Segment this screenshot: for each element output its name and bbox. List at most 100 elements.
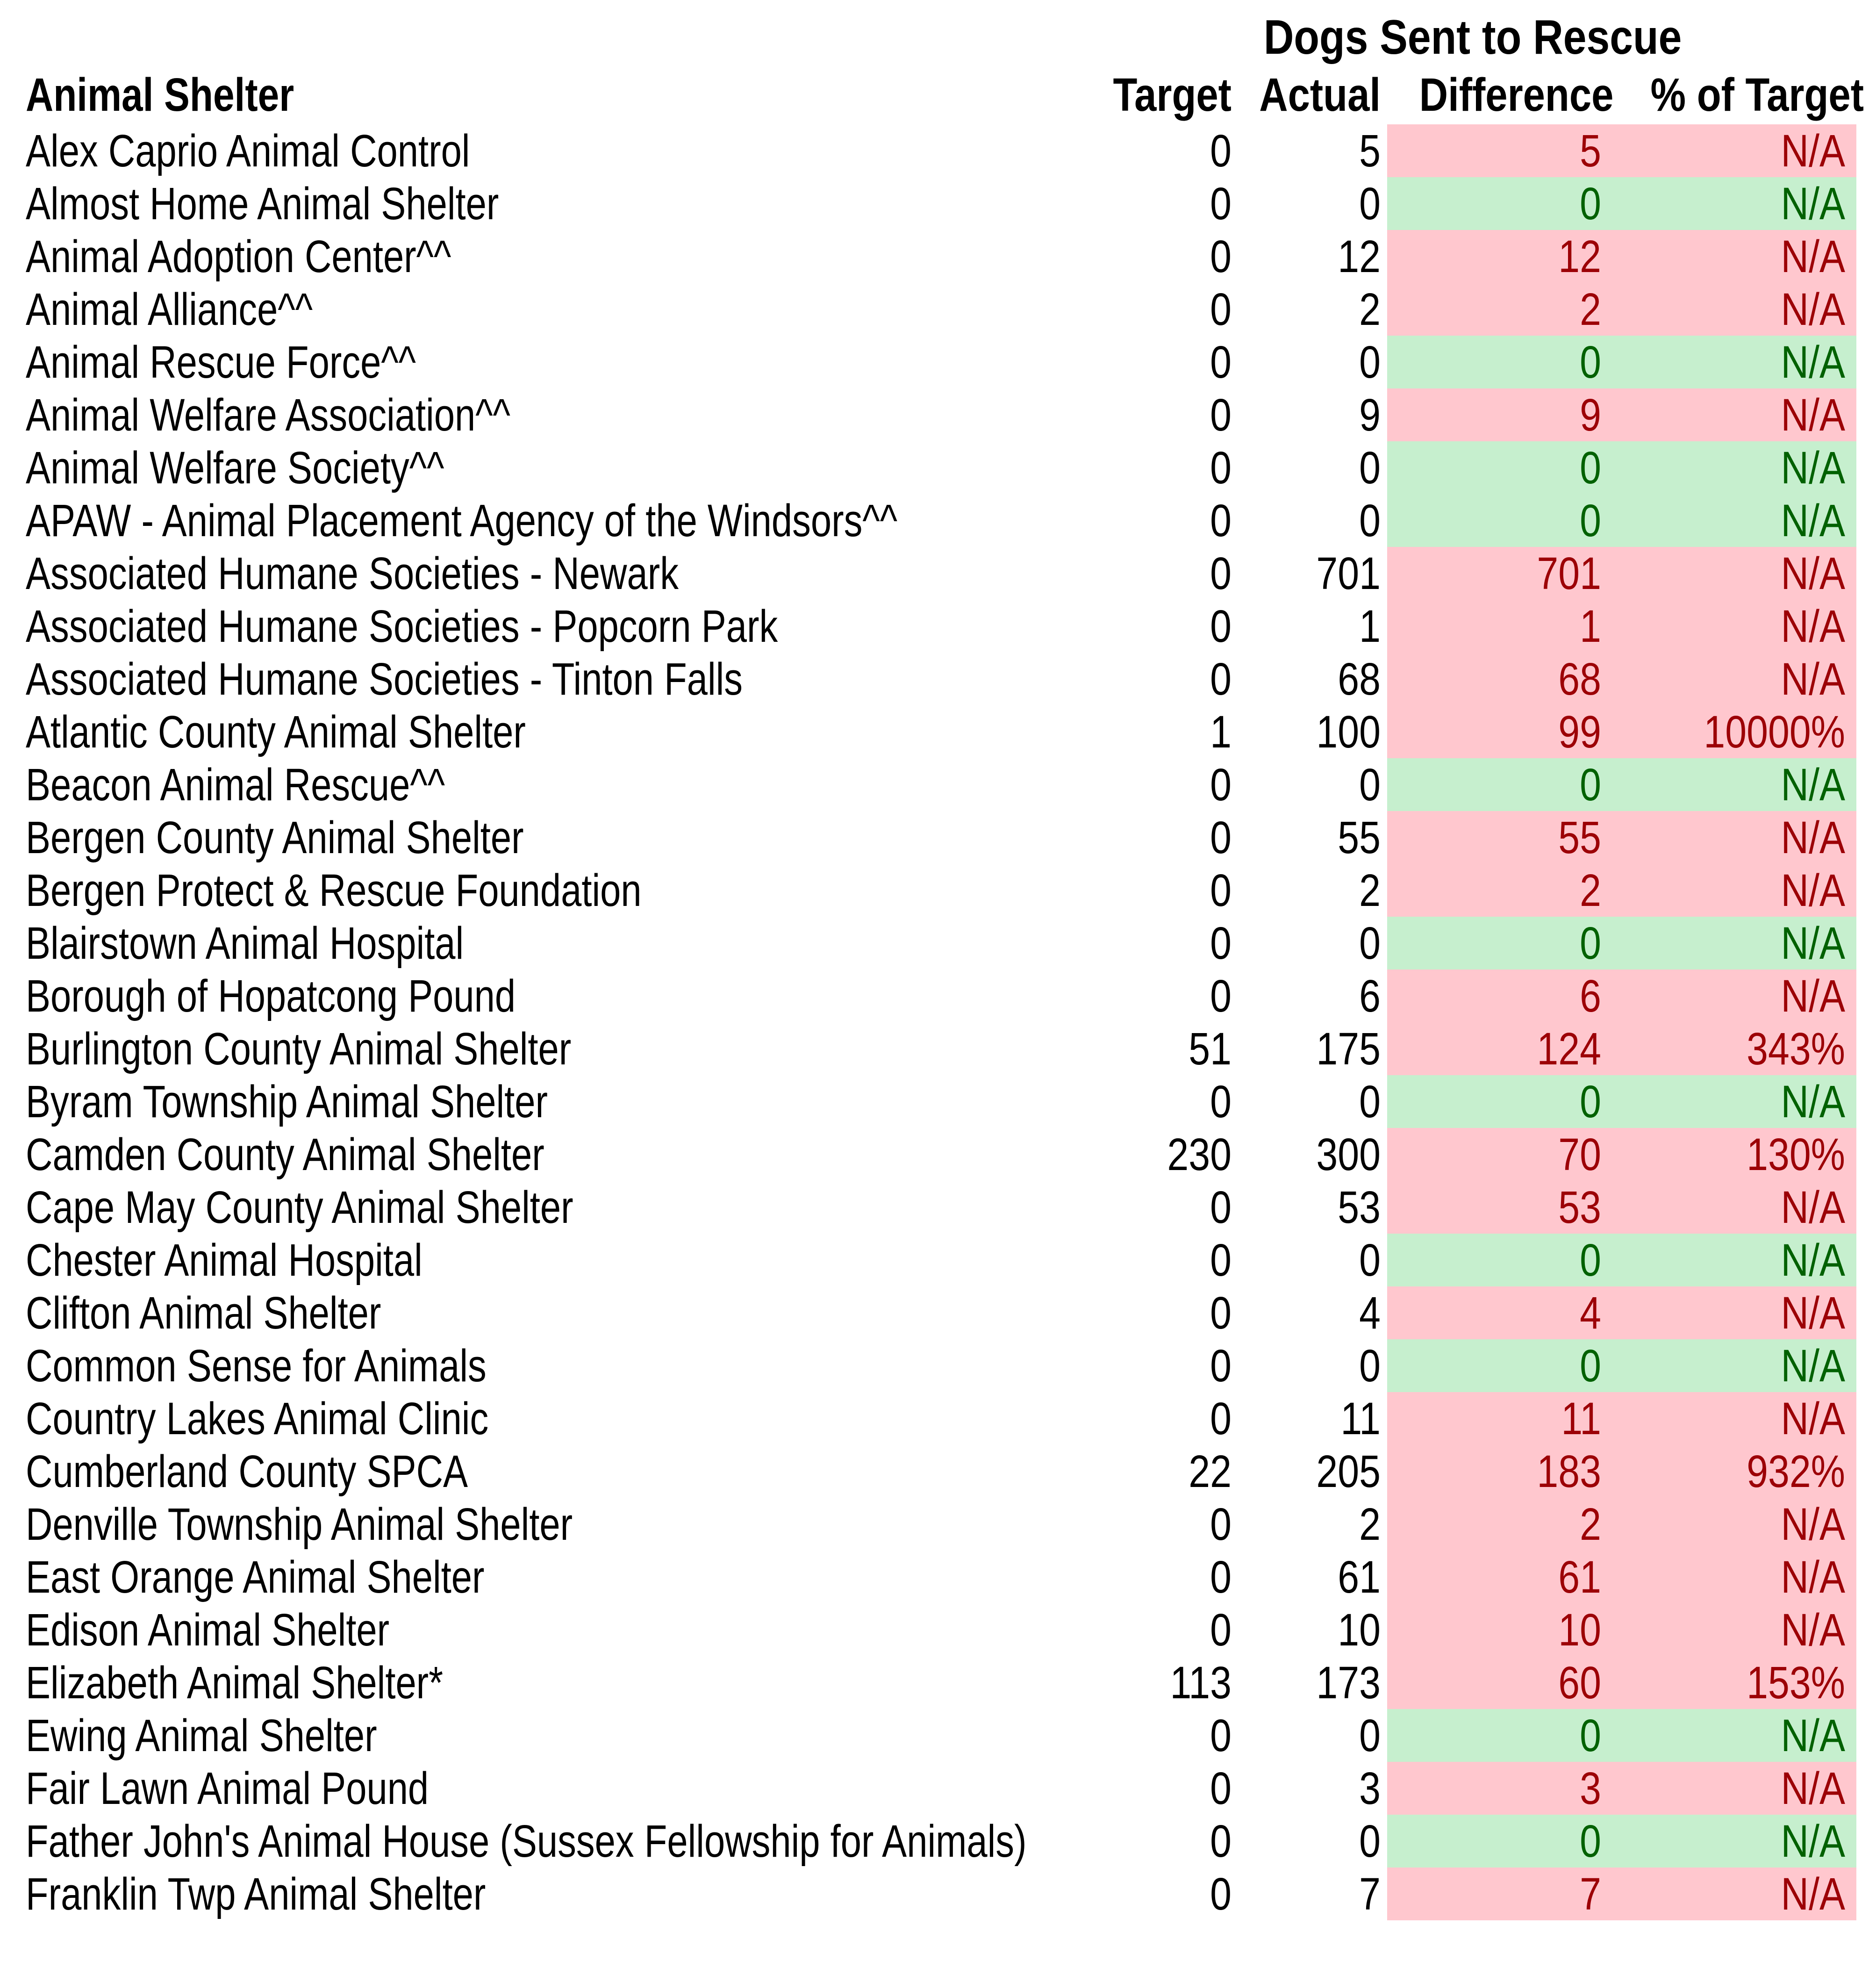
target-cell: 51 bbox=[1189, 1023, 1232, 1074]
actual-cell: 0 bbox=[1359, 442, 1381, 493]
target-cell: 0 bbox=[1210, 1393, 1232, 1444]
shelter-name-cell: Cape May County Animal Shelter bbox=[26, 1181, 573, 1233]
column-header-target: Target bbox=[1113, 69, 1232, 121]
target-cell: 0 bbox=[1210, 1498, 1232, 1550]
actual-cell: 6 bbox=[1359, 970, 1381, 1021]
pct-of-target-cell: N/A bbox=[1616, 1286, 1856, 1339]
shelter-name-cell: Edison Animal Shelter bbox=[26, 1604, 390, 1655]
shelter-name-cell: Byram Township Animal Shelter bbox=[26, 1076, 548, 1127]
target-cell: 0 bbox=[1210, 1551, 1232, 1602]
difference-cell: 0 bbox=[1387, 494, 1616, 547]
target-cell: 0 bbox=[1210, 864, 1232, 916]
difference-cell: 53 bbox=[1387, 1181, 1616, 1234]
actual-cell: 0 bbox=[1359, 1340, 1381, 1391]
target-cell: 0 bbox=[1210, 230, 1232, 282]
actual-cell: 205 bbox=[1316, 1445, 1381, 1497]
difference-cell: 0 bbox=[1387, 917, 1616, 970]
pct-of-target-cell: N/A bbox=[1616, 1498, 1856, 1551]
difference-cell: 2 bbox=[1387, 864, 1616, 917]
table-row: Animal Welfare Society^^ 0 0 0 N/A bbox=[0, 441, 1876, 494]
pct-of-target-cell: N/A bbox=[1616, 124, 1856, 177]
table-row: Animal Adoption Center^^ 0 12 12 N/A bbox=[0, 230, 1876, 283]
table-row: Franklin Twp Animal Shelter 0 7 7 N/A bbox=[0, 1867, 1876, 1920]
actual-cell: 100 bbox=[1316, 706, 1381, 757]
actual-cell: 0 bbox=[1359, 759, 1381, 810]
actual-cell: 1 bbox=[1359, 600, 1381, 652]
pct-of-target-cell: N/A bbox=[1616, 758, 1856, 811]
difference-cell: 2 bbox=[1387, 1498, 1616, 1551]
difference-cell: 6 bbox=[1387, 970, 1616, 1022]
actual-cell: 53 bbox=[1338, 1181, 1381, 1233]
shelter-name-cell: Fair Lawn Animal Pound bbox=[26, 1762, 429, 1814]
pct-of-target-cell: N/A bbox=[1616, 1234, 1856, 1286]
target-cell: 0 bbox=[1210, 1181, 1232, 1233]
target-cell: 1 bbox=[1210, 706, 1232, 757]
pct-of-target-cell: N/A bbox=[1616, 1867, 1856, 1920]
target-cell: 0 bbox=[1210, 1868, 1232, 1919]
pct-of-target-cell: N/A bbox=[1616, 1392, 1856, 1445]
difference-cell: 1 bbox=[1387, 600, 1616, 653]
target-cell: 0 bbox=[1210, 917, 1232, 969]
pct-of-target-cell: 130% bbox=[1616, 1128, 1856, 1181]
difference-cell: 0 bbox=[1387, 1339, 1616, 1392]
pct-of-target-cell: N/A bbox=[1616, 441, 1856, 494]
table-row: Cape May County Animal Shelter 0 53 53 N… bbox=[0, 1181, 1876, 1234]
pct-of-target-cell: N/A bbox=[1616, 1551, 1856, 1603]
column-header-animal-shelter: Animal Shelter bbox=[26, 69, 294, 121]
report-header: Dogs Sent to Rescue bbox=[0, 7, 1876, 68]
shelter-name-cell: APAW - Animal Placement Agency of the Wi… bbox=[26, 495, 898, 546]
pct-of-target-cell: N/A bbox=[1616, 600, 1856, 653]
difference-cell: 0 bbox=[1387, 177, 1616, 230]
pct-of-target-cell: N/A bbox=[1616, 811, 1856, 864]
target-cell: 0 bbox=[1210, 1815, 1232, 1867]
difference-cell: 60 bbox=[1387, 1656, 1616, 1709]
pct-of-target-cell: 10000% bbox=[1616, 705, 1856, 758]
shelter-name-cell: Associated Humane Societies - Popcorn Pa… bbox=[26, 600, 778, 652]
shelter-name-cell: Camden County Animal Shelter bbox=[26, 1128, 544, 1180]
target-cell: 0 bbox=[1210, 178, 1232, 229]
shelter-name-cell: Country Lakes Animal Clinic bbox=[26, 1393, 489, 1444]
table-row: Bergen County Animal Shelter 0 55 55 N/A bbox=[0, 811, 1876, 864]
target-cell: 0 bbox=[1210, 283, 1232, 335]
target-cell: 22 bbox=[1189, 1445, 1232, 1497]
pct-of-target-cell: N/A bbox=[1616, 917, 1856, 970]
shelter-name-cell: Cumberland County SPCA bbox=[26, 1445, 468, 1497]
difference-cell: 2 bbox=[1387, 283, 1616, 336]
target-cell: 230 bbox=[1167, 1128, 1232, 1180]
column-header-row: Animal Shelter Target Actual Difference … bbox=[0, 68, 1876, 121]
actual-cell: 10 bbox=[1338, 1604, 1381, 1655]
target-cell: 0 bbox=[1210, 1762, 1232, 1814]
shelter-name-cell: Denville Township Animal Shelter bbox=[26, 1498, 573, 1550]
shelter-name-cell: Almost Home Animal Shelter bbox=[26, 178, 499, 229]
shelter-name-cell: Elizabeth Animal Shelter* bbox=[26, 1657, 444, 1708]
table-row: Father John's Animal House (Sussex Fello… bbox=[0, 1815, 1876, 1867]
pct-of-target-cell: N/A bbox=[1616, 1181, 1856, 1234]
target-cell: 0 bbox=[1210, 389, 1232, 440]
target-cell: 0 bbox=[1210, 442, 1232, 493]
table-row: Cumberland County SPCA 22 205 183 932% bbox=[0, 1445, 1876, 1498]
table-row: Fair Lawn Animal Pound 0 3 3 N/A bbox=[0, 1762, 1876, 1815]
actual-cell: 4 bbox=[1359, 1287, 1381, 1338]
difference-cell: 4 bbox=[1387, 1286, 1616, 1339]
table-row: Edison Animal Shelter 0 10 10 N/A bbox=[0, 1603, 1876, 1656]
difference-cell: 0 bbox=[1387, 1815, 1616, 1867]
pct-of-target-cell: N/A bbox=[1616, 283, 1856, 336]
actual-cell: 61 bbox=[1338, 1551, 1381, 1602]
difference-cell: 183 bbox=[1387, 1445, 1616, 1498]
actual-cell: 0 bbox=[1359, 336, 1381, 388]
actual-cell: 0 bbox=[1359, 495, 1381, 546]
table-row: Denville Township Animal Shelter 0 2 2 N… bbox=[0, 1498, 1876, 1551]
shelter-name-cell: Burlington County Animal Shelter bbox=[26, 1023, 572, 1074]
shelter-name-cell: Animal Rescue Force^^ bbox=[26, 336, 416, 388]
difference-cell: 3 bbox=[1387, 1762, 1616, 1815]
target-cell: 0 bbox=[1210, 1287, 1232, 1338]
shelter-name-cell: Beacon Animal Rescue^^ bbox=[26, 759, 445, 810]
shelter-name-cell: Chester Animal Hospital bbox=[26, 1234, 422, 1286]
target-cell: 0 bbox=[1210, 495, 1232, 546]
actual-cell: 0 bbox=[1359, 1815, 1381, 1867]
shelter-name-cell: Associated Humane Societies - Tinton Fal… bbox=[26, 653, 743, 704]
actual-cell: 701 bbox=[1316, 547, 1381, 599]
column-header-difference: Difference bbox=[1419, 69, 1614, 121]
difference-cell: 99 bbox=[1387, 705, 1616, 758]
table-row: Associated Humane Societies - Newark 0 7… bbox=[0, 547, 1876, 600]
